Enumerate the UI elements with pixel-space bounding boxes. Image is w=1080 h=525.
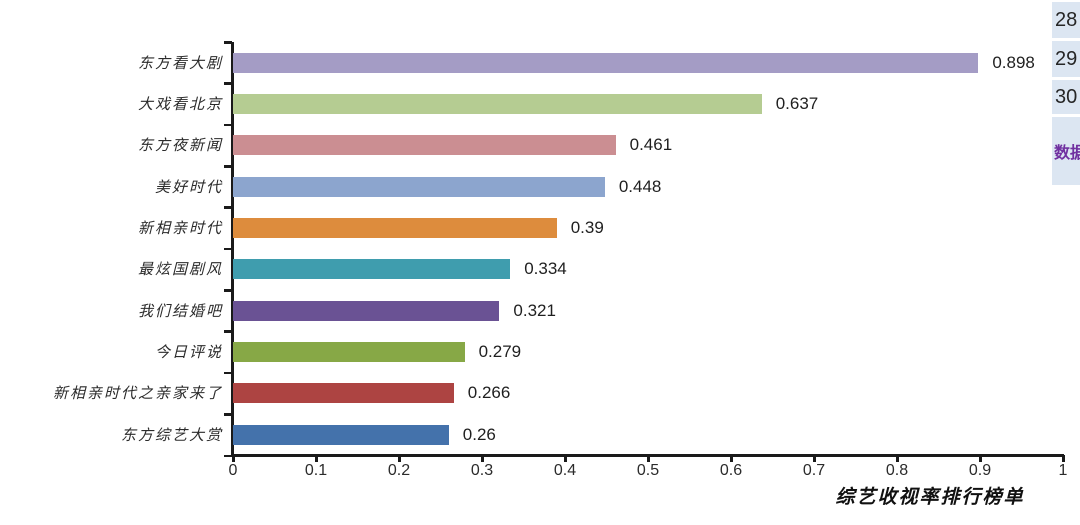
category-label: 大戏看北京	[137, 95, 223, 114]
category-label: 东方综艺大赏	[120, 425, 223, 444]
x-axis-tick	[647, 455, 650, 462]
x-axis-tick	[730, 455, 733, 462]
x-tick-label: 0.9	[968, 462, 992, 479]
y-axis-tick	[224, 206, 232, 209]
category-label: 新相亲时代	[137, 219, 223, 238]
x-tick-label: 0.3	[470, 462, 494, 479]
category-label: 最炫国剧风	[137, 260, 223, 279]
bar-9	[233, 383, 454, 404]
y-axis-tick	[224, 82, 232, 85]
row-header-30[interactable]: 30	[1052, 80, 1080, 114]
y-axis-tick	[224, 371, 232, 375]
x-tick-label: 0.1	[304, 462, 328, 479]
y-axis-tick	[224, 289, 232, 292]
bar-3	[233, 135, 616, 156]
value-label: 0.448	[618, 176, 662, 196]
bar-8	[233, 342, 465, 363]
value-label: 0.321	[513, 300, 556, 320]
y-axis-tick	[224, 41, 232, 44]
x-axis-tick	[232, 455, 235, 462]
x-tick-label: 0.5	[636, 462, 660, 479]
x-tick-label: 0.8	[885, 462, 909, 479]
category-label: 东方夜新闻	[137, 136, 223, 155]
bar-1	[233, 52, 979, 73]
bar-10	[233, 424, 449, 445]
x-axis-tick	[813, 455, 816, 462]
bar-2	[233, 94, 762, 115]
x-axis-tick	[398, 455, 401, 462]
x-tick-label: 0.6	[719, 462, 743, 479]
value-label: 0.334	[524, 259, 567, 279]
value-label: 0.279	[478, 342, 522, 362]
x-axis-tick	[1062, 455, 1065, 462]
y-axis-tick	[224, 247, 232, 251]
x-axis-tick	[315, 455, 318, 462]
category-label: 新相亲时代之亲家来了	[52, 384, 223, 403]
x-axis-tick	[564, 455, 567, 462]
y-axis-tick	[224, 123, 232, 127]
x-axis-title: 综艺收视率排行榜单	[835, 486, 1025, 508]
x-tick-label: 0.2	[387, 462, 411, 479]
x-tick-label: 0.4	[553, 462, 577, 479]
value-label: 0.898	[992, 52, 1035, 72]
row-header-29[interactable]: 29	[1052, 41, 1080, 77]
x-tick-label: 0.7	[802, 462, 826, 479]
x-axis-tick	[896, 455, 899, 462]
x-axis-tick	[979, 455, 982, 462]
row-header-28[interactable]: 28	[1052, 2, 1080, 38]
category-label: 美好时代	[154, 177, 223, 196]
category-label: 我们结婚吧	[137, 301, 223, 320]
x-axis-tick	[481, 455, 484, 462]
category-label: 东方看大剧	[137, 53, 223, 72]
x-tick-label: 0	[228, 462, 238, 479]
value-label: 0.26	[462, 424, 496, 444]
spreadsheet-row-header-strip: 28 29 30 数据	[1052, 2, 1080, 185]
bar-7	[233, 300, 500, 321]
sheet-tab-label[interactable]: 数据	[1052, 117, 1080, 185]
y-axis-tick	[224, 454, 232, 457]
value-label: 0.39	[570, 218, 604, 238]
bar-5	[233, 218, 557, 239]
y-axis-tick	[224, 165, 232, 168]
value-label: 0.461	[629, 135, 673, 155]
value-label: 0.266	[467, 383, 511, 403]
y-axis-tick	[224, 330, 232, 333]
category-label: 今日评说	[154, 343, 223, 362]
bar-6	[233, 259, 511, 280]
x-tick-label: 1	[1058, 462, 1068, 479]
bar-4	[233, 176, 605, 197]
y-axis-line	[231, 42, 234, 456]
value-label: 0.637	[775, 94, 819, 114]
y-axis-tick	[224, 413, 232, 416]
